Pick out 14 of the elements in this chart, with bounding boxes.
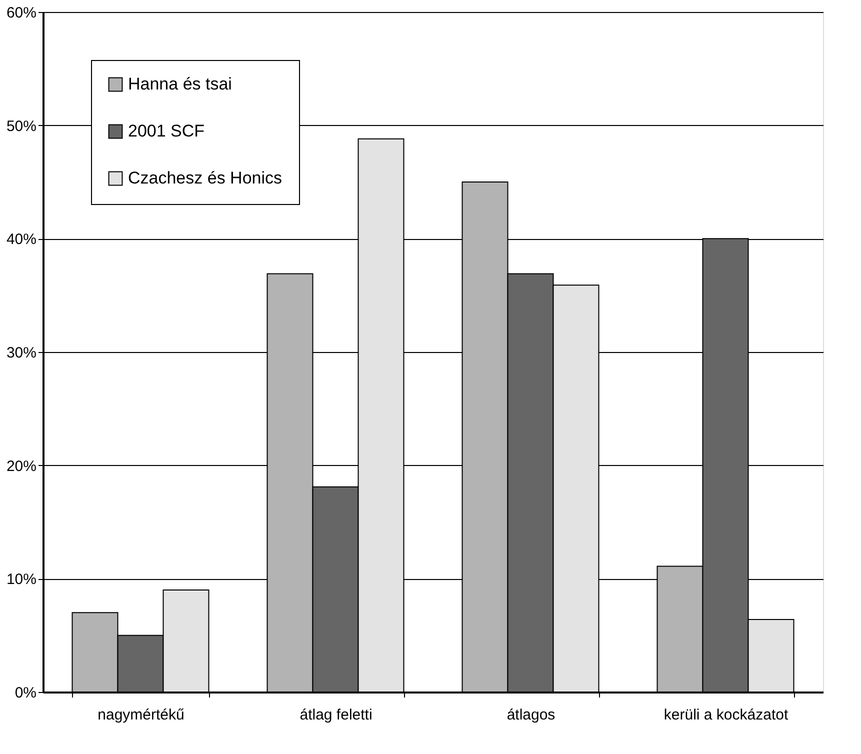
y-tick-label: 40% [6,231,36,248]
x-tick-label: átlag feletti [300,706,372,724]
legend-label: Hanna és tsai [128,74,232,94]
x-tick-label: átlagos [506,706,556,724]
y-tick-label: 20% [6,458,36,475]
y-tick-label: 50% [6,118,36,135]
y-tick-label: 10% [6,571,36,588]
y-tick-label: 0% [14,684,36,702]
y-tick-label: 30% [6,344,36,362]
legend-label: 2001 SCF [128,122,205,140]
y-tick-label: 60% [6,4,36,22]
x-tick-label: nagymértékű [98,706,184,724]
legend-label: Czachesz és Honics [128,168,282,188]
x-tick-label: kerüli a kockázatot [664,706,789,724]
